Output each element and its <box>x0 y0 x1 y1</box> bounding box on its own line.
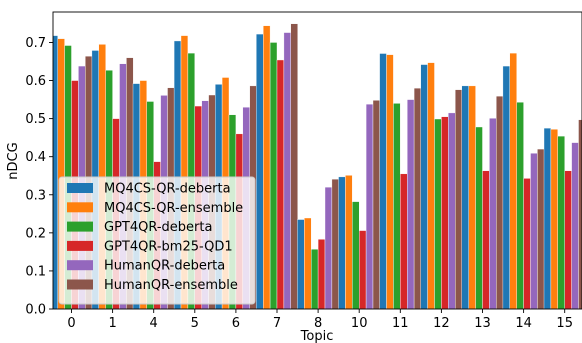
bar-gpt4qr-deberta-topic-12 <box>434 118 442 309</box>
bar-mq4cs-qr-ensemble-topic-15 <box>550 129 559 309</box>
y-axis-label: nDCG <box>6 142 21 179</box>
x-axis: 0 1 4 5 6 7 8 10 11 12 13 14 15 <box>67 309 573 331</box>
y-tick-label: 0.0 <box>25 303 46 318</box>
x-tick-label: 12 <box>433 316 450 331</box>
bar-humanqr-deberta-topic-12 <box>448 112 456 309</box>
bar-gpt4qr-bm25-qd1-topic-11 <box>400 173 408 309</box>
bar-gpt4qr-bm25-qd1-topic-15 <box>564 170 572 309</box>
x-axis-label: Topic <box>300 329 334 343</box>
bar-humanqr-ensemble-topic-8 <box>331 178 339 309</box>
y-tick-label: 0.3 <box>25 188 46 203</box>
bar-mq4cs-qr-ensemble-topic-13 <box>468 85 476 309</box>
legend-label-humanqr-ensemble: HumanQR-ensemble <box>104 278 238 293</box>
x-tick-label: 0 <box>67 316 75 331</box>
legend-label-humanqr-deberta: HumanQR-deberta <box>104 259 225 274</box>
bar-mq4cs-qr-ensemble-topic-8 <box>304 217 312 309</box>
bar-gpt4qr-bm25-qd1-topic-12 <box>441 116 449 309</box>
bar-mq4cs-qr-deberta-topic-10 <box>338 176 346 309</box>
bar-humanqr-deberta-topic-8 <box>324 186 333 309</box>
bar-gpt4qr-deberta-topic-8 <box>311 249 319 309</box>
x-tick-label: 6 <box>232 316 240 331</box>
bar-mq4cs-qr-ensemble-topic-10 <box>345 175 353 309</box>
bar-mq4cs-qr-deberta-topic-7 <box>256 33 264 309</box>
x-tick-label: 1 <box>108 316 116 331</box>
legend-swatch-humanqr-ensemble <box>67 279 93 290</box>
bar-gpt4qr-bm25-qd1-topic-8 <box>317 239 326 309</box>
bar-mq4cs-qr-deberta-topic-0 <box>53 35 58 309</box>
bar-mq4cs-qr-deberta-topic-15 <box>543 127 552 309</box>
bar-humanqr-ensemble-topic-15 <box>578 119 582 309</box>
bar-humanqr-deberta-topic-14 <box>530 153 538 309</box>
y-tick-label: 0.4 <box>25 150 46 165</box>
y-tick-label: 0.2 <box>25 226 46 241</box>
x-tick-label: 8 <box>314 316 322 331</box>
bar-gpt4qr-bm25-qd1-topic-10 <box>359 230 367 309</box>
bar-gpt4qr-deberta-topic-7 <box>269 42 278 309</box>
bar-gpt4qr-bm25-qd1-topic-7 <box>276 59 285 309</box>
legend-label-gpt4qr-bm25-qd1: GPT4QR-bm25-QD1 <box>104 239 233 254</box>
y-axis: 0.0 0.1 0.2 0.3 0.4 0.5 0.6 0.7 <box>25 36 53 318</box>
bar-humanqr-deberta-topic-7 <box>283 32 291 309</box>
bar-gpt4qr-bm25-qd1-topic-14 <box>523 178 531 309</box>
bar-mq4cs-qr-deberta-topic-13 <box>461 85 469 309</box>
x-tick-label: 5 <box>191 316 199 331</box>
bar-gpt4qr-deberta-topic-13 <box>475 126 483 309</box>
legend-label-gpt4qr-deberta: GPT4QR-deberta <box>104 220 212 235</box>
y-tick-label: 0.7 <box>25 36 46 51</box>
bar-humanqr-ensemble-topic-10 <box>372 100 381 309</box>
bar-gpt4qr-bm25-qd1-topic-13 <box>482 170 490 309</box>
bar-humanqr-ensemble-topic-12 <box>455 89 463 309</box>
bar-humanqr-ensemble-topic-14 <box>537 148 545 309</box>
bar-mq4cs-qr-deberta-topic-12 <box>420 64 428 309</box>
bar-humanqr-ensemble-topic-11 <box>413 87 422 309</box>
legend-swatch-mq4cs-qr-deberta <box>67 183 93 193</box>
bar-mq4cs-qr-deberta-topic-8 <box>297 219 305 309</box>
bar-humanqr-deberta-topic-10 <box>365 103 374 309</box>
bar-mq4cs-qr-ensemble-topic-11 <box>386 54 394 309</box>
bar-mq4cs-qr-ensemble-topic-14 <box>509 52 517 309</box>
x-tick-label: 11 <box>392 316 409 331</box>
legend-swatch-gpt4qr-deberta <box>67 221 93 232</box>
x-tick-label: 15 <box>556 316 573 331</box>
x-tick-label: 4 <box>150 316 158 331</box>
legend-swatch-humanqr-deberta <box>67 260 93 271</box>
bar-humanqr-deberta-topic-11 <box>407 99 415 309</box>
bar-humanqr-deberta-topic-15 <box>571 142 579 309</box>
legend: MQ4CS-QR-deberta MQ4CS-QR-ensemble GPT4QR-… <box>58 176 256 305</box>
bar-humanqr-ensemble-topic-13 <box>496 95 504 309</box>
bar-humanqr-deberta-topic-13 <box>489 118 497 309</box>
legend-frame <box>58 176 256 305</box>
y-tick-label: 0.1 <box>25 264 46 279</box>
legend-label-mq4cs-qr-ensemble: MQ4CS-QR-ensemble <box>104 201 243 216</box>
bar-mq4cs-qr-ensemble-topic-12 <box>427 62 435 309</box>
x-tick-label: 14 <box>515 316 532 331</box>
legend-label-mq4cs-qr-deberta: MQ4CS-QR-deberta <box>104 182 231 197</box>
legend-swatch-gpt4qr-bm25-qd1 <box>67 240 93 251</box>
legend-swatch-mq4cs-qr-ensemble <box>67 202 93 213</box>
bar-gpt4qr-deberta-topic-15 <box>557 135 565 309</box>
y-tick-label: 0.5 <box>25 112 46 127</box>
bar-mq4cs-qr-deberta-topic-14 <box>502 65 510 309</box>
bar-gpt4qr-deberta-topic-10 <box>352 201 360 309</box>
bar-gpt4qr-deberta-topic-11 <box>393 103 401 309</box>
bar-gpt4qr-deberta-topic-14 <box>516 102 524 309</box>
bar-mq4cs-qr-deberta-topic-11 <box>379 53 387 309</box>
plot-frame <box>52 11 582 310</box>
x-tick-label: 10 <box>351 316 368 331</box>
bar-mq4cs-qr-ensemble-topic-7 <box>263 25 271 309</box>
x-tick-label: 13 <box>474 316 491 331</box>
y-tick-label: 0.6 <box>25 74 46 89</box>
bar-humanqr-ensemble-topic-7 <box>290 23 298 309</box>
x-tick-label: 7 <box>273 316 281 331</box>
